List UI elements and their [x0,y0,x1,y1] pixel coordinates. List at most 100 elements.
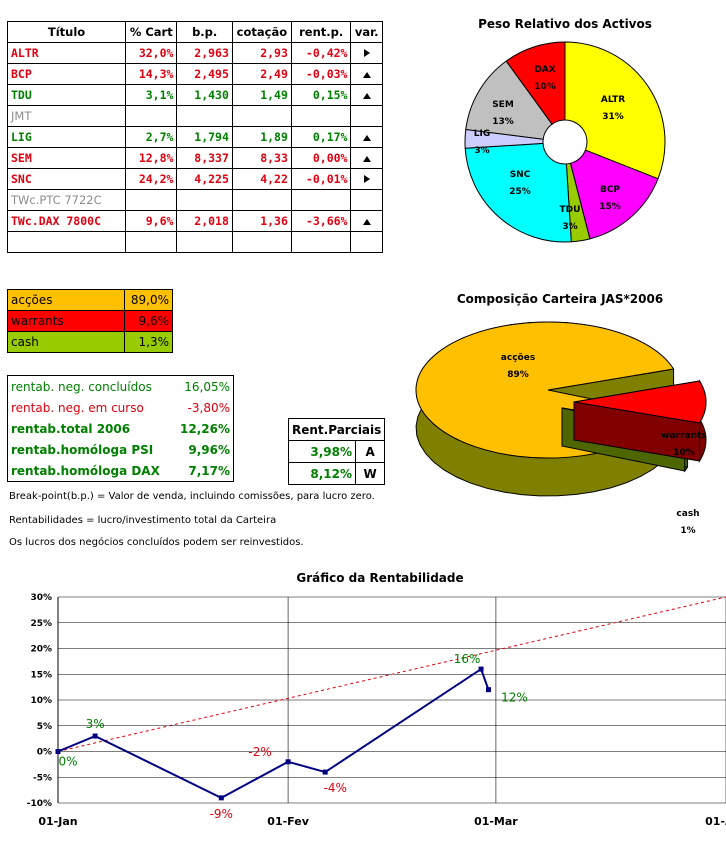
col-header-quote: cotação [231,21,292,43]
col-header-var: var. [350,21,383,43]
table-row [6,231,383,253]
rent-parciais-value: 8,12% [288,462,356,485]
return-label: rentab. neg. concluídos [11,379,152,394]
asset-quote [231,105,292,127]
asset-quote: 2,93 [231,42,292,64]
y-tick-label: 20% [30,645,52,655]
asset-pct: 32,0% [125,42,178,64]
table-row: JMT [6,105,383,127]
pie-slice-pct: 10% [534,82,556,92]
triangle-right-icon [363,175,370,183]
asset-name: SNC [6,168,127,190]
point-label: 16% [454,652,481,666]
pie-slice-label: ALTR [601,95,625,105]
asset-rent: 0,00% [290,147,352,169]
asset-rent: 0,17% [290,126,352,148]
trend-line [57,596,726,752]
table-row: SNC 24,2% 4,225 4,22 -0,01% [6,168,383,190]
asset-name: SEM [6,147,127,169]
pie-slice-altr [564,41,666,180]
pie3d-pct: 1% [680,526,695,536]
pie-slice-pct: 15% [599,202,621,212]
triangle-up-icon [362,93,371,99]
data-point [92,733,98,739]
x-tick-label: 01-Fev [267,815,309,828]
rent-parciais-header: Rent.Parciais [287,418,386,441]
return-value: 7,17% [188,463,230,478]
asset-bp: 2,963 [176,42,233,64]
note-breakpoint: Break-point(b.p.) = Valor de venda, incl… [9,491,375,502]
pie-composition-chart: acções 89% warrants 10% cash 1% [415,321,707,536]
y-tick-label: 15% [30,670,52,680]
data-point [285,759,291,765]
rent-parciais-row: 3,98% A [288,440,386,463]
return-row: rentab. neg. concluídos 16,05% [8,376,234,398]
rent-parciais-row: 8,12% W [288,462,386,485]
series-line [57,667,490,799]
asset-quote: 4,22 [231,168,292,190]
x-tick-label: 01-Mar [474,815,518,828]
point-label: -4% [324,781,347,795]
table-row: BCP 14,3% 2,495 2,49 -0,03% [6,63,383,85]
return-line-chart: 30% 25% 20% 15% 10% 5% 0% -5% -10% 01-Jan 01-Fev 01… [27,593,726,828]
asset-pct: 9,6% [125,210,178,232]
pie-slice-label: LIG [474,129,490,139]
asset-pct: 2,7% [125,126,178,148]
asset-quote [231,189,292,211]
asset-bp: 4,225 [176,168,233,190]
allocation-value: 1,3% [124,331,173,353]
asset-bp: 2,018 [176,210,233,232]
asset-pct [125,189,178,211]
asset-bp [176,105,233,127]
asset-rent: -0,03% [290,63,352,85]
asset-pct: 12,8% [125,147,178,169]
asset-var [350,126,383,148]
return-row: rentab.homóloga PSI 9,96% [8,439,234,460]
triangle-up-icon [362,72,371,78]
pie-assets-title: Peso Relativo dos Activos [478,17,652,31]
note-lucros: Os lucros dos negócios concluídos podem … [9,537,304,548]
pie3d-label: warrants [661,431,706,441]
y-tick-label: 10% [30,696,52,706]
allocation-value: 89,0% [124,289,173,311]
asset-bp [176,231,233,253]
allocation-value: 9,6% [124,310,173,332]
table-row: TWc.DAX 7800C 9,6% 2,018 1,36 -3,66% [6,210,383,232]
table-row: ALTR 32,0% 2,963 2,93 -0,42% [6,42,383,64]
asset-name: BCP [6,63,127,85]
rent-parciais-code: W [354,462,386,485]
triangle-up-icon [362,135,371,141]
holdings-table: Título % Cart b.p. cotação rent.p. var. … [6,21,383,253]
asset-rent [290,189,352,211]
allocation-row: warrants 9,6% [7,310,173,332]
data-point [55,749,61,754]
asset-name: TWc.PTC 7722C [6,189,127,211]
pie-slice-dax [505,41,566,125]
table-row: TDU 3,1% 1,430 1,49 0,15% [6,84,383,106]
y-tick-label: 5% [37,722,52,732]
return-label: rentab.homóloga DAX [11,463,160,478]
asset-var [350,105,383,127]
asset-quote: 2,49 [231,63,292,85]
return-row: rentab.total 2006 12,26% [8,418,234,439]
return-label: rentab. neg. em curso [11,400,144,415]
triangle-up-icon [362,156,371,162]
pie3d-label: acções [501,353,535,363]
return-label: rentab.total 2006 [11,421,131,436]
col-header-rent: rent.p. [290,21,352,43]
asset-rent: -0,01% [290,168,352,190]
asset-rent [290,105,352,127]
asset-rent: 0,15% [290,84,352,106]
asset-quote: 1,49 [231,84,292,106]
data-point [218,795,224,801]
asset-var [350,63,383,85]
asset-var [350,84,383,106]
returns-table: rentab. neg. concluídos 16,05% rentab. neg… [7,375,234,482]
pie-composition-title: Composição Carteira JAS*2006 [456,292,664,306]
asset-bp [176,189,233,211]
return-label: rentab.homóloga PSI [11,442,154,457]
asset-pct: 24,2% [125,168,178,190]
asset-name: TWc.DAX 7800C [6,210,127,232]
allocation-label: warrants [7,310,125,332]
point-label: -9% [210,807,233,821]
